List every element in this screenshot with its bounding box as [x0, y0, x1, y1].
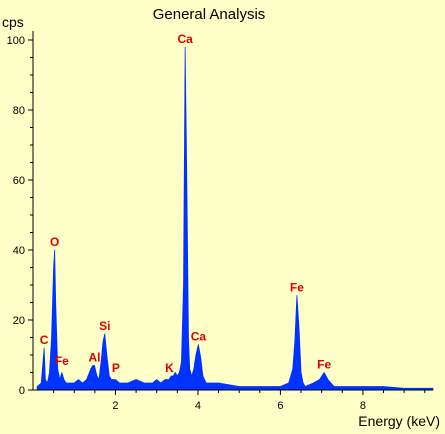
x-tick-label: 6	[277, 400, 283, 412]
y-axis-label: cps	[2, 14, 24, 30]
chart-title: General Analysis	[153, 6, 266, 23]
x-tick-label: 8	[360, 400, 366, 412]
peak-label: Fe	[55, 354, 69, 368]
peak-label: Al	[88, 351, 100, 365]
y-tick-label: 60	[13, 175, 25, 187]
x-tick-label: 4	[195, 400, 201, 412]
peak-label: Ca	[177, 32, 193, 46]
peak-label: C	[40, 333, 49, 347]
y-tick-label: 100	[7, 35, 25, 47]
peak-label: Fe	[290, 281, 304, 295]
y-tick-label: 20	[13, 315, 25, 327]
x-axis-label: Energy (keV)	[358, 413, 440, 429]
x-tick-label: 2	[112, 400, 118, 412]
peak-label: K	[165, 361, 174, 375]
peak-label: P	[112, 361, 120, 375]
peak-label: O	[50, 235, 59, 249]
spectrum-series	[36, 46, 434, 391]
peak-label: Si	[99, 319, 110, 333]
y-tick-label: 40	[13, 245, 25, 257]
y-tick-label: 0	[19, 385, 25, 397]
peak-label: Ca	[191, 330, 207, 344]
y-tick-label: 80	[13, 105, 25, 117]
peak-label: Fe	[317, 358, 331, 372]
